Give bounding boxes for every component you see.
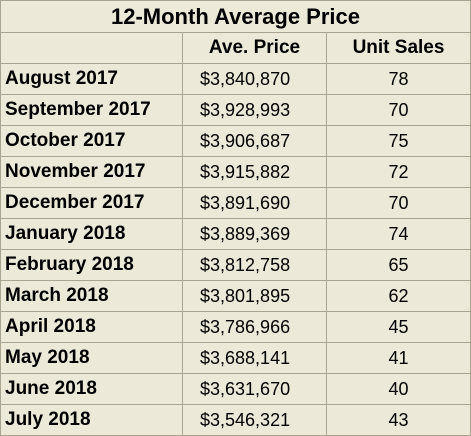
unit-sales-cell: 74 bbox=[325, 218, 471, 250]
table-row: October 2017 $3,906,687 75 bbox=[0, 125, 471, 157]
price-cell: $3,915,882 bbox=[182, 156, 327, 188]
price-cell: $3,546,321 bbox=[182, 404, 327, 436]
table-row: June 2018 $3,631,670 40 bbox=[0, 373, 471, 405]
header-ave-price: Ave. Price bbox=[182, 32, 327, 64]
table-row: November 2017 $3,915,882 72 bbox=[0, 156, 471, 188]
table-title: 12-Month Average Price bbox=[0, 0, 471, 33]
table-row: July 2018 $3,546,321 43 bbox=[0, 404, 471, 436]
month-cell: August 2017 bbox=[0, 63, 183, 95]
month-cell: December 2017 bbox=[0, 187, 183, 219]
month-cell: April 2018 bbox=[0, 311, 183, 343]
price-cell: $3,801,895 bbox=[182, 280, 327, 312]
table-row: August 2017 $3,840,870 78 bbox=[0, 63, 471, 95]
unit-sales-cell: 45 bbox=[325, 311, 471, 343]
unit-sales-cell: 43 bbox=[325, 404, 471, 436]
unit-sales-cell: 62 bbox=[325, 280, 471, 312]
table-row: January 2018 $3,889,369 74 bbox=[0, 218, 471, 250]
price-cell: $3,891,690 bbox=[182, 187, 327, 219]
month-cell: October 2017 bbox=[0, 125, 183, 157]
unit-sales-cell: 70 bbox=[325, 187, 471, 219]
unit-sales-cell: 70 bbox=[325, 94, 471, 126]
table-row: December 2017 $3,891,690 70 bbox=[0, 187, 471, 219]
month-cell: June 2018 bbox=[0, 373, 183, 405]
header-row: Ave. Price Unit Sales bbox=[0, 32, 471, 64]
month-cell: March 2018 bbox=[0, 280, 183, 312]
unit-sales-cell: 40 bbox=[325, 373, 471, 405]
price-cell: $3,840,870 bbox=[182, 63, 327, 95]
header-unit-sales: Unit Sales bbox=[325, 32, 471, 64]
table-row: September 2017 $3,928,993 70 bbox=[0, 94, 471, 126]
table-row: March 2018 $3,801,895 62 bbox=[0, 280, 471, 312]
price-cell: $3,928,993 bbox=[182, 94, 327, 126]
unit-sales-cell: 41 bbox=[325, 342, 471, 374]
month-cell: September 2017 bbox=[0, 94, 183, 126]
month-cell: July 2018 bbox=[0, 404, 183, 436]
price-cell: $3,786,966 bbox=[182, 311, 327, 343]
month-cell: November 2017 bbox=[0, 156, 183, 188]
month-cell: May 2018 bbox=[0, 342, 183, 374]
unit-sales-cell: 78 bbox=[325, 63, 471, 95]
price-cell: $3,906,687 bbox=[182, 125, 327, 157]
month-cell: February 2018 bbox=[0, 249, 183, 281]
price-cell: $3,889,369 bbox=[182, 218, 327, 250]
header-blank bbox=[0, 32, 183, 64]
price-cell: $3,812,758 bbox=[182, 249, 327, 281]
unit-sales-cell: 72 bbox=[325, 156, 471, 188]
title-row: 12-Month Average Price bbox=[0, 0, 471, 33]
unit-sales-cell: 75 bbox=[325, 125, 471, 157]
price-cell: $3,631,670 bbox=[182, 373, 327, 405]
table-row: April 2018 $3,786,966 45 bbox=[0, 311, 471, 343]
table-row: May 2018 $3,688,141 41 bbox=[0, 342, 471, 374]
table-row: February 2018 $3,812,758 65 bbox=[0, 249, 471, 281]
unit-sales-cell: 65 bbox=[325, 249, 471, 281]
price-cell: $3,688,141 bbox=[182, 342, 327, 374]
month-cell: January 2018 bbox=[0, 218, 183, 250]
